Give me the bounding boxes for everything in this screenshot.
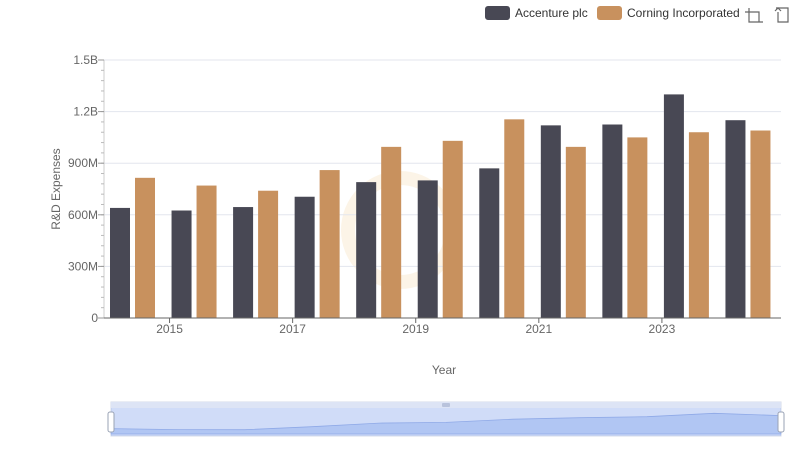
legend-item-accenture[interactable]: Accenture plc (485, 6, 588, 20)
bar-accenture-2018[interactable] (356, 182, 377, 318)
reset-zoom-icon[interactable] (774, 7, 789, 23)
x-axis-title: Year (432, 363, 456, 377)
bar-accenture-2016[interactable] (233, 207, 254, 318)
bar-accenture-2024[interactable] (725, 120, 746, 318)
data-zoom-move-handle[interactable] (442, 403, 450, 407)
bar-accenture-2014[interactable] (110, 207, 130, 318)
bar-corning-2015[interactable] (196, 185, 217, 318)
bar-corning-2021[interactable] (565, 146, 586, 318)
bar-accenture-2017[interactable] (294, 196, 315, 318)
bar-accenture-2020[interactable] (479, 168, 500, 318)
x-axis: 2015 2017 2019 2021 2023 (104, 317, 781, 336)
x-tick-label: 2019 (402, 322, 429, 336)
data-zoom-selected-range[interactable] (111, 408, 781, 436)
legend-swatch-corning (597, 6, 622, 20)
bar-corning-2019[interactable] (442, 140, 463, 318)
bar-accenture-2015[interactable] (171, 210, 192, 319)
legend-label-accenture: Accenture plc (515, 6, 588, 20)
legend-item-corning[interactable]: Corning Incorporated (597, 6, 740, 20)
bar-corning-2017[interactable] (319, 170, 340, 318)
bars (110, 94, 771, 319)
x-tick-label: 2023 (649, 322, 676, 336)
bar-corning-2024[interactable] (750, 130, 771, 318)
zoom-select-icon[interactable] (745, 8, 763, 23)
legend-swatch-accenture (485, 6, 510, 20)
bar-corning-2018[interactable] (381, 146, 402, 318)
y-tick-label: 300M (68, 259, 98, 273)
y-axis-title: R&D Expenses (49, 148, 63, 229)
bar-corning-2020[interactable] (504, 119, 525, 318)
bar-corning-2023[interactable] (688, 132, 709, 318)
bar-accenture-2023[interactable] (663, 94, 684, 319)
y-tick-label: 1.2B (73, 105, 98, 119)
bar-corning-2022[interactable] (627, 137, 648, 318)
data-zoom-slider[interactable] (107, 401, 785, 437)
bar-accenture-2019[interactable] (417, 180, 438, 318)
legend-label-corning: Corning Incorporated (627, 6, 740, 20)
bar-corning-2016[interactable] (258, 190, 279, 318)
y-tick-label: 900M (68, 156, 98, 170)
bar-accenture-2022[interactable] (602, 124, 623, 319)
y-tick-label: 1.5B (73, 53, 98, 67)
legend[interactable]: Accenture plc Corning Incorporated (485, 6, 740, 20)
x-tick-label: 2021 (525, 322, 552, 336)
y-tick-label: 0 (91, 311, 98, 325)
bar-accenture-2021[interactable] (540, 125, 561, 318)
x-tick-label: 2015 (156, 322, 183, 336)
y-tick-label: 600M (68, 208, 98, 222)
data-zoom-handle-left[interactable] (107, 411, 115, 433)
data-zoom-handle-right[interactable] (777, 411, 785, 433)
bar-corning-2014[interactable] (135, 177, 155, 318)
x-tick-label: 2017 (279, 322, 306, 336)
y-axis: 0 300M 600M 900M 1.2B 1.5B (68, 53, 105, 325)
